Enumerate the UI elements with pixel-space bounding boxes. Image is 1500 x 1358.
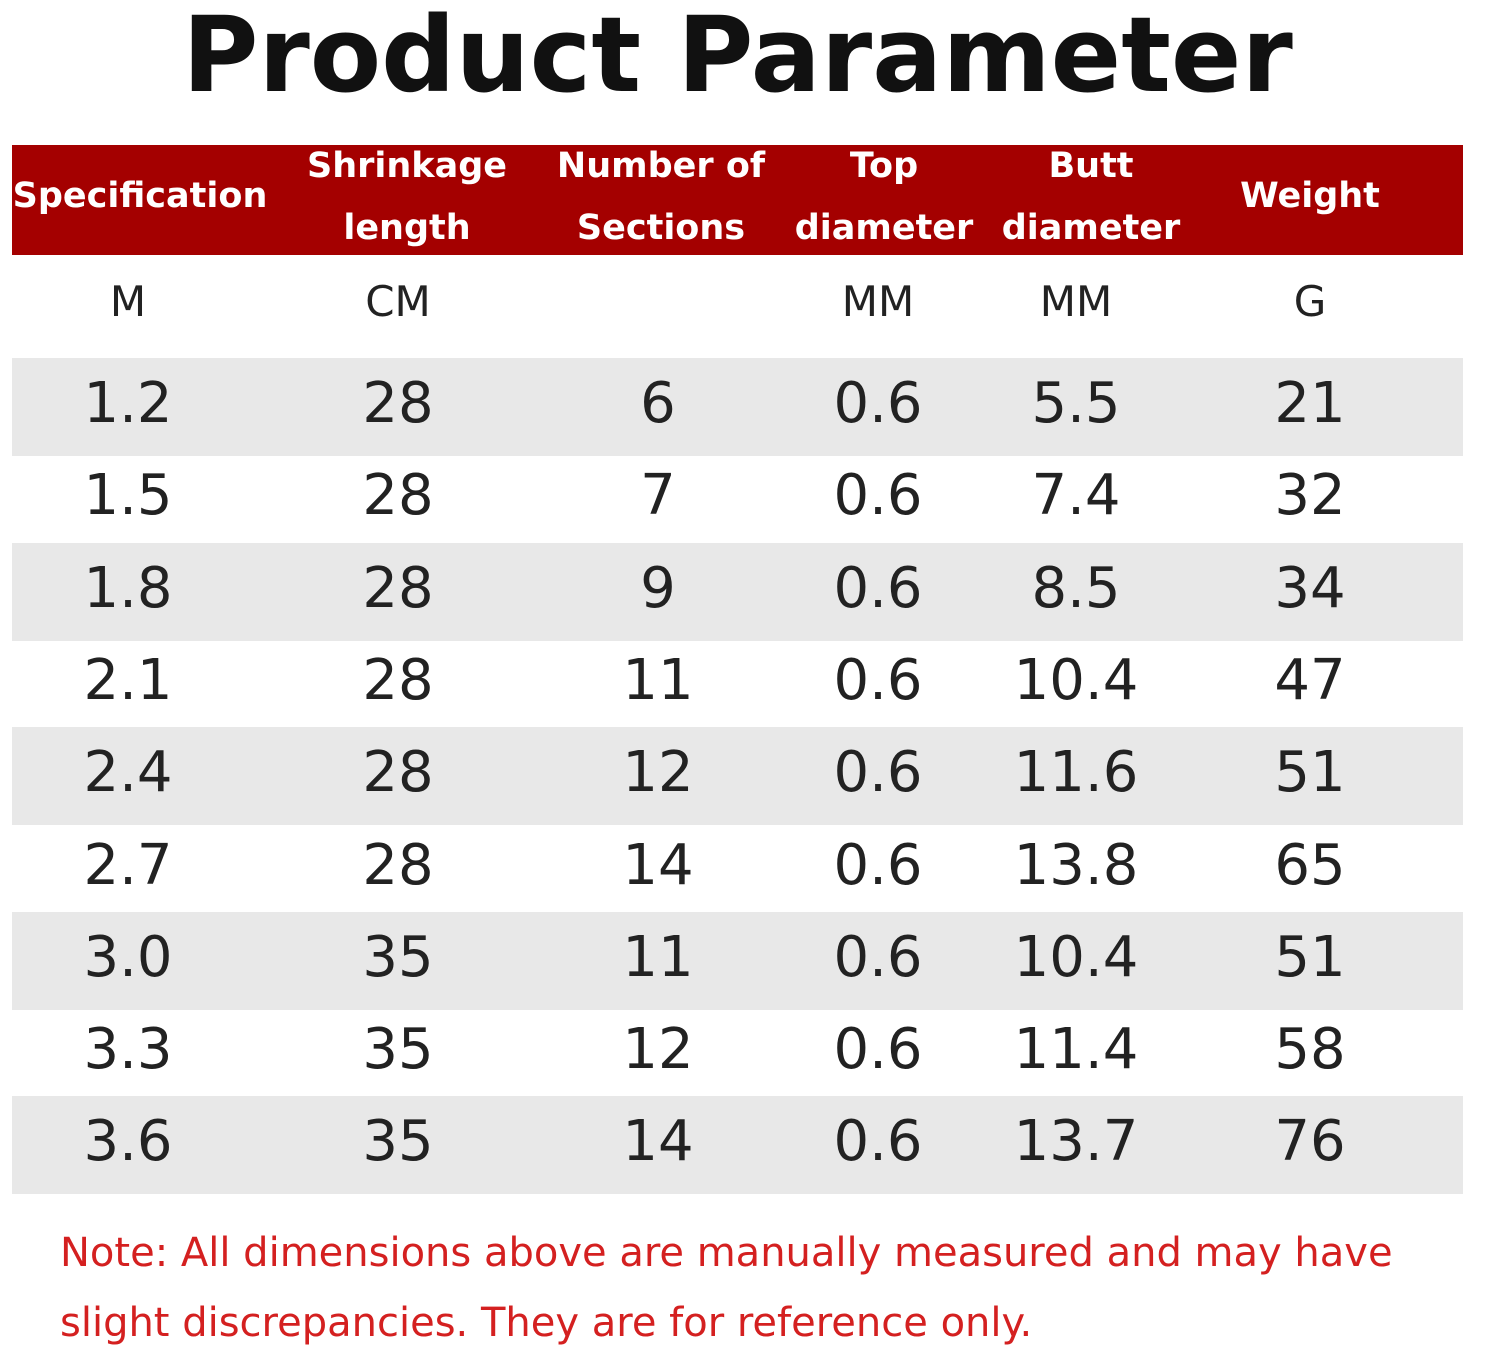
unit: G [1293,277,1327,326]
cell: 28 [362,647,434,713]
cell: 1.2 [83,371,173,436]
cell: 13.7 [1013,1109,1139,1175]
cell: 11.4 [1013,1017,1139,1083]
cell: 0.6 [833,740,923,806]
cell: 8.5 [1031,555,1121,621]
cell: 28 [362,463,434,529]
cell: 0.6 [833,924,923,990]
cell: 76 [1274,1109,1346,1175]
cell: 3.6 [83,1109,173,1175]
cell: 1.8 [83,555,173,621]
column-header: Shrinkage [307,146,507,186]
cell: 12 [622,740,694,806]
cell: 0.6 [833,647,923,713]
cell: 10.4 [1013,647,1139,713]
unit: MM [841,277,915,326]
row-stripe [12,1096,1463,1195]
cell: 11 [622,647,694,713]
row-stripe [12,911,1463,1010]
cell: 0.6 [833,832,923,898]
column-header: length [343,208,471,248]
cell: 51 [1274,740,1346,806]
unit: CM [365,277,431,326]
column-header: Sections [576,208,746,248]
cell: 35 [362,924,434,990]
row-stripe [12,727,1463,826]
cell: 12 [622,1017,694,1083]
title: Product Parameter [182,0,1293,116]
unit: M [109,277,147,326]
cell: 34 [1274,555,1346,621]
cell: 32 [1274,463,1346,529]
column-header: diameter [1001,208,1181,248]
header-bar [12,145,1463,255]
cell: 28 [362,832,434,898]
cell: 35 [362,1017,434,1083]
column-header: diameter [794,208,974,248]
note: Note: All dimensions above are manually … [60,1230,1393,1346]
cell: 5.5 [1031,371,1121,436]
column-header: Butt [1048,146,1134,186]
cell: 11.6 [1013,740,1139,806]
row-stripe [12,542,1463,641]
cell: 28 [362,555,434,621]
cell: 0.6 [833,1017,923,1083]
cell: 2.1 [83,647,173,713]
cell: 0.6 [833,463,923,529]
cell: 3.0 [83,924,173,990]
cell: 21 [1274,371,1346,436]
cell: 0.6 [833,555,923,621]
cell: 2.4 [83,740,173,806]
cell: 14 [622,832,694,898]
cell: 3.3 [83,1017,173,1083]
cell: 14 [622,1109,694,1175]
cell: 0.6 [833,1109,923,1175]
column-header: Number of [556,146,766,186]
cell: 28 [362,371,434,436]
cell: 65 [1274,832,1346,898]
cell: 35 [362,1109,434,1175]
cell: 47 [1274,647,1346,713]
cell: 7 [640,463,676,529]
cell: 7.4 [1031,463,1121,529]
cell: 9 [640,555,676,621]
cell: 11 [622,924,694,990]
cell: 13.8 [1013,832,1139,898]
cell: 0.6 [833,371,923,436]
cell: 2.7 [83,832,173,898]
column-header: Specification [12,176,268,216]
cell: 10.4 [1013,924,1139,990]
column-header: Top [849,146,919,186]
cell: 51 [1274,924,1346,990]
unit: MM [1039,277,1113,326]
cell: 6 [640,371,676,436]
cell: 58 [1274,1017,1346,1083]
row-stripe [12,358,1463,456]
cell: 28 [362,740,434,806]
cell: 1.5 [83,463,173,529]
column-header: Weight [1240,176,1380,216]
